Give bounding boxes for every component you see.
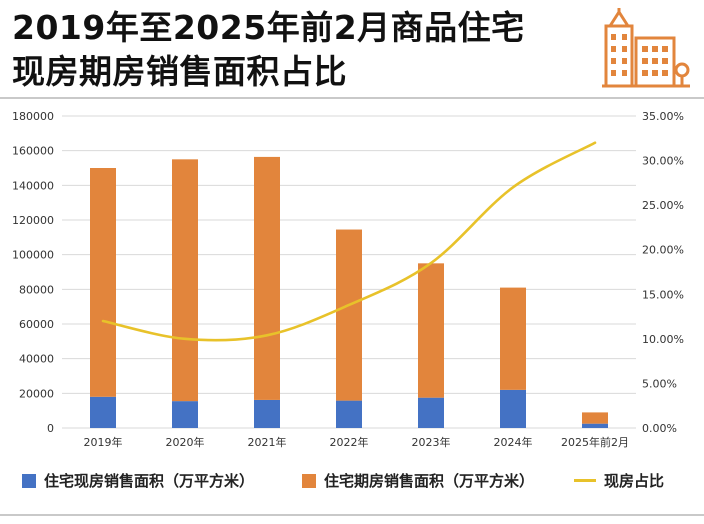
bar-existing xyxy=(172,401,198,428)
x-tick-label: 2023年 xyxy=(412,435,451,449)
legend-swatch-ratio xyxy=(574,479,596,482)
legend-ratio: 现房占比 xyxy=(574,470,664,491)
right-tick-label: 20.00% xyxy=(642,244,684,257)
legend-label-presale: 住宅期房销售面积（万平方米） xyxy=(324,470,534,491)
x-tick-label: 2019年 xyxy=(84,435,123,449)
right-tick-label: 25.00% xyxy=(642,199,684,212)
left-tick-label: 80000 xyxy=(19,283,54,296)
legend-swatch-existing xyxy=(22,474,36,488)
title-divider xyxy=(0,97,704,99)
legend-presale: 住宅期房销售面积（万平方米） xyxy=(302,470,534,491)
title-line-1: 2019年至2025年前2月商品住宅 xyxy=(12,6,592,50)
bar-existing xyxy=(418,398,444,428)
left-tick-label: 0 xyxy=(47,422,54,435)
right-tick-label: 30.00% xyxy=(642,155,684,168)
legend-swatch-presale xyxy=(302,474,316,488)
bar-existing xyxy=(500,390,526,428)
chart-title: 2019年至2025年前2月商品住宅 现房期房销售面积占比 xyxy=(12,6,592,94)
bar-presale xyxy=(582,412,608,423)
left-tick-label: 160000 xyxy=(12,145,54,158)
x-tick-label: 2021年 xyxy=(248,435,287,449)
title-line-2: 现房期房销售面积占比 xyxy=(12,50,592,94)
left-tick-label: 180000 xyxy=(12,110,54,123)
left-axis-ticks: 0 20000 40000 60000 80000 100000 120000 140000 1… xyxy=(12,110,54,435)
bar-presale xyxy=(336,230,362,401)
right-axis-ticks: 0.00% 5.00% 10.00% 15.00% 20.00% 25.00% 30.00%… xyxy=(642,110,684,435)
legend: 住宅现房销售面积（万平方米） 住宅期房销售面积（万平方米） 现房占比 xyxy=(0,462,704,496)
bar-presale xyxy=(172,159,198,401)
legend-existing: 住宅现房销售面积（万平方米） xyxy=(22,470,254,491)
left-tick-label: 20000 xyxy=(19,387,54,400)
x-tick-label: 2022年 xyxy=(330,435,369,449)
left-tick-label: 140000 xyxy=(12,179,54,192)
bar-presale xyxy=(418,263,444,397)
right-tick-label: 10.00% xyxy=(642,333,684,346)
bar-existing xyxy=(90,397,116,428)
right-tick-label: 5.00% xyxy=(642,377,677,390)
legend-label-existing: 住宅现房销售面积（万平方米） xyxy=(44,470,254,491)
x-axis-ticks: 2019年 2020年 2021年 2022年 2023年 2024年 2025年前2月 xyxy=(84,435,630,449)
x-tick-label: 2025年前2月 xyxy=(561,435,629,449)
left-tick-label: 100000 xyxy=(12,249,54,262)
bar-existing xyxy=(582,424,608,428)
bar-existing xyxy=(336,401,362,428)
footer-divider xyxy=(0,514,704,516)
legend-label-ratio: 现房占比 xyxy=(604,470,664,491)
right-tick-label: 35.00% xyxy=(642,110,684,123)
bar-existing xyxy=(254,400,280,428)
left-tick-label: 60000 xyxy=(19,318,54,331)
left-tick-label: 120000 xyxy=(12,214,54,227)
stacked-bar-line-chart: 0 20000 40000 60000 80000 100000 120000 140000 1… xyxy=(0,100,704,460)
x-tick-label: 2024年 xyxy=(494,435,533,449)
right-tick-label: 15.00% xyxy=(642,288,684,301)
bar-presale xyxy=(90,168,116,397)
bar-presale xyxy=(500,288,526,390)
left-tick-label: 40000 xyxy=(19,353,54,366)
bar-presale xyxy=(254,157,280,400)
city-buildings-icon xyxy=(600,6,692,90)
right-tick-label: 0.00% xyxy=(642,422,677,435)
x-tick-label: 2020年 xyxy=(166,435,205,449)
bars xyxy=(90,157,608,428)
